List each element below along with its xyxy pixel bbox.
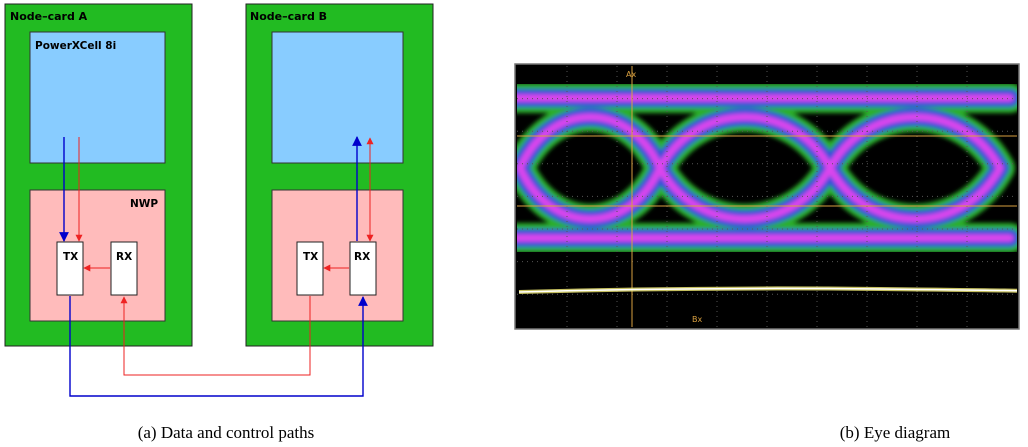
nwp-block-a (29, 189, 166, 322)
tx-block-b: TX (296, 241, 324, 296)
data-control-diagram: Node–card A PowerXCell 8i NWP TX RX Node… (4, 3, 434, 442)
node-card-a: Node–card A PowerXCell 8i NWP TX RX (4, 3, 193, 347)
tx-block-a: TX (56, 241, 84, 296)
control-link-tx-b-to-rx-a (120, 296, 311, 376)
cursor-b-label: Bx (692, 315, 702, 324)
data-link-tx-a-to-rx-b (69, 296, 368, 397)
caption-a: (a) Data and control paths (138, 423, 315, 442)
caption-b: (b) Eye diagram (840, 423, 950, 442)
cpu-block-a (29, 31, 166, 164)
eye-diagram: Ax Bx (b) Eye diagram (514, 63, 1020, 442)
cpu-block-b (271, 31, 404, 164)
control-path-arrows (75, 137, 374, 376)
node-card-a-label: Node–card A (10, 10, 88, 23)
node-card-b: Node–card B TX RX (245, 3, 434, 347)
node-card-b-label: Node–card B (250, 10, 327, 23)
svg-text:TX: TX (63, 251, 78, 263)
eye-band (517, 94, 1014, 242)
svg-text:RX: RX (354, 251, 370, 263)
nwp-block-b (271, 189, 404, 322)
eye-trace (517, 83, 1017, 253)
nwp-label-a: NWP (130, 198, 158, 210)
rx-block-b: RX (349, 241, 377, 296)
scope-graticule (517, 66, 1017, 327)
baseline-trace (518, 286, 1017, 294)
data-path-arrows (59, 136, 368, 397)
cpu-label: PowerXCell 8i (35, 40, 116, 52)
cursor-a-label: Ax (626, 70, 636, 79)
scope-cursors: Ax Bx (517, 66, 1017, 327)
svg-text:RX: RX (116, 251, 132, 263)
svg-text:TX: TX (303, 251, 318, 263)
rx-block-a: RX (110, 241, 138, 296)
